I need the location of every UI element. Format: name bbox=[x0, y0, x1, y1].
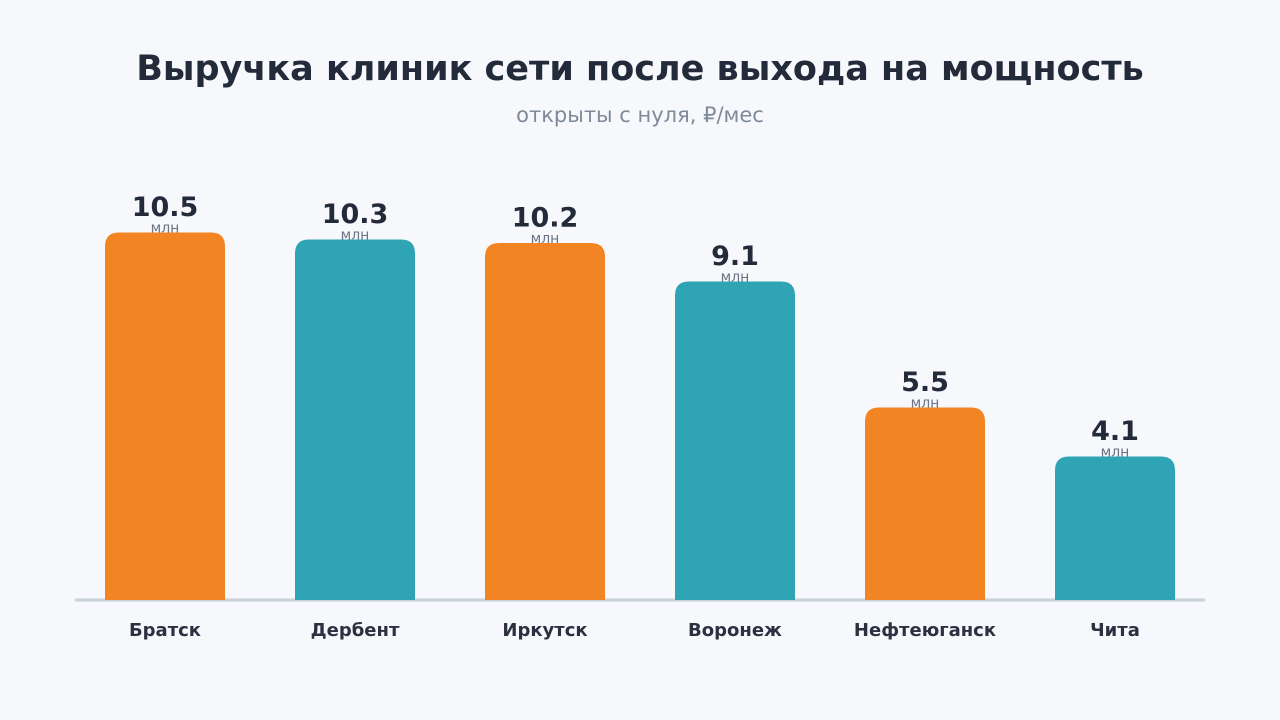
bar bbox=[865, 407, 985, 600]
x-tick-label: Воронеж bbox=[688, 620, 782, 641]
value-unit: млн bbox=[1101, 445, 1130, 461]
bar bbox=[1055, 456, 1175, 600]
bar bbox=[105, 232, 225, 600]
x-tick-label: Братск bbox=[129, 620, 201, 641]
value-unit: млн bbox=[341, 228, 370, 244]
value-label: 4.1 bbox=[1091, 416, 1139, 447]
value-unit: млн bbox=[531, 231, 560, 247]
value-label: 10.2 bbox=[512, 203, 579, 234]
x-tick-label: Чита bbox=[1090, 620, 1140, 641]
chart-title: Выручка клиник сети после выхода на мощн… bbox=[136, 49, 1144, 89]
chart-subtitle: открыты с нуля, ₽/мес bbox=[516, 103, 764, 127]
value-unit: млн bbox=[151, 221, 180, 237]
bar bbox=[485, 243, 605, 600]
value-unit: млн bbox=[721, 270, 750, 286]
value-label: 10.5 bbox=[132, 192, 199, 223]
bar bbox=[295, 239, 415, 600]
x-tick-label: Нефтеюганск bbox=[854, 620, 996, 641]
value-label: 9.1 bbox=[711, 241, 759, 272]
x-tick-label: Дербент bbox=[311, 620, 400, 641]
x-tick-label: Иркутск bbox=[502, 620, 587, 641]
value-label: 10.3 bbox=[322, 199, 389, 230]
value-label: 5.5 bbox=[901, 367, 949, 398]
bar bbox=[675, 281, 795, 600]
value-unit: млн bbox=[911, 396, 940, 412]
